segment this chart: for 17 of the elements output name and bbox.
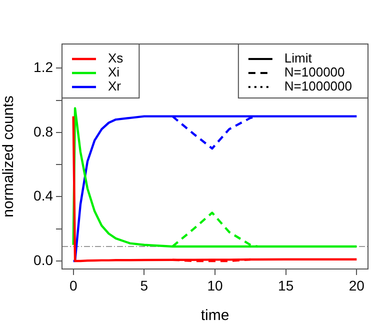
y-tick-label: 1.2 [34, 58, 54, 75]
x-tick-label: 0 [69, 277, 78, 294]
y-tick-label: 0.8 [34, 123, 54, 140]
legend-label: Xi [108, 64, 120, 80]
y-axis-title: normalized counts [0, 96, 18, 218]
x-tick-label: 5 [140, 277, 148, 294]
x-tick-label: 10 [207, 277, 223, 294]
y-tick-label: 0.0 [34, 252, 54, 268]
annotation: Limit [284, 50, 312, 66]
x-tick-label: 20 [348, 277, 365, 294]
annotation: N=100000 [284, 64, 345, 80]
annotation: N=1000000 [284, 78, 352, 94]
x-tick-label: 15 [278, 277, 294, 294]
y-tick-label: 0.4 [34, 188, 54, 204]
legend-label: Xs [108, 50, 124, 66]
legend-label: Xr [108, 78, 122, 94]
x-axis-title: time [200, 307, 230, 324]
